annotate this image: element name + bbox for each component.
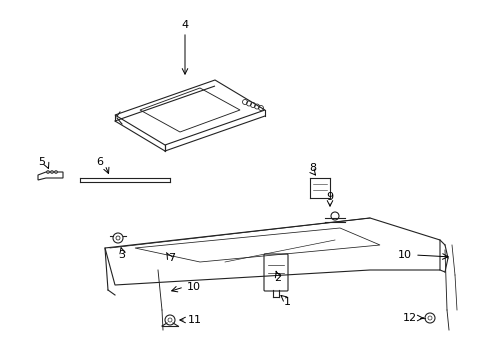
Text: 1: 1 — [283, 297, 290, 307]
Text: 10: 10 — [397, 250, 411, 260]
Text: 5: 5 — [39, 157, 45, 167]
Text: 8: 8 — [309, 163, 316, 173]
Text: 2: 2 — [274, 273, 281, 283]
Text: 6: 6 — [96, 157, 103, 167]
Text: 10: 10 — [186, 282, 201, 292]
Text: 4: 4 — [181, 20, 188, 30]
Text: 11: 11 — [187, 315, 202, 325]
Text: 12: 12 — [402, 313, 416, 323]
Text: 7: 7 — [168, 253, 175, 263]
Text: 9: 9 — [326, 192, 333, 202]
Text: 3: 3 — [118, 250, 125, 260]
